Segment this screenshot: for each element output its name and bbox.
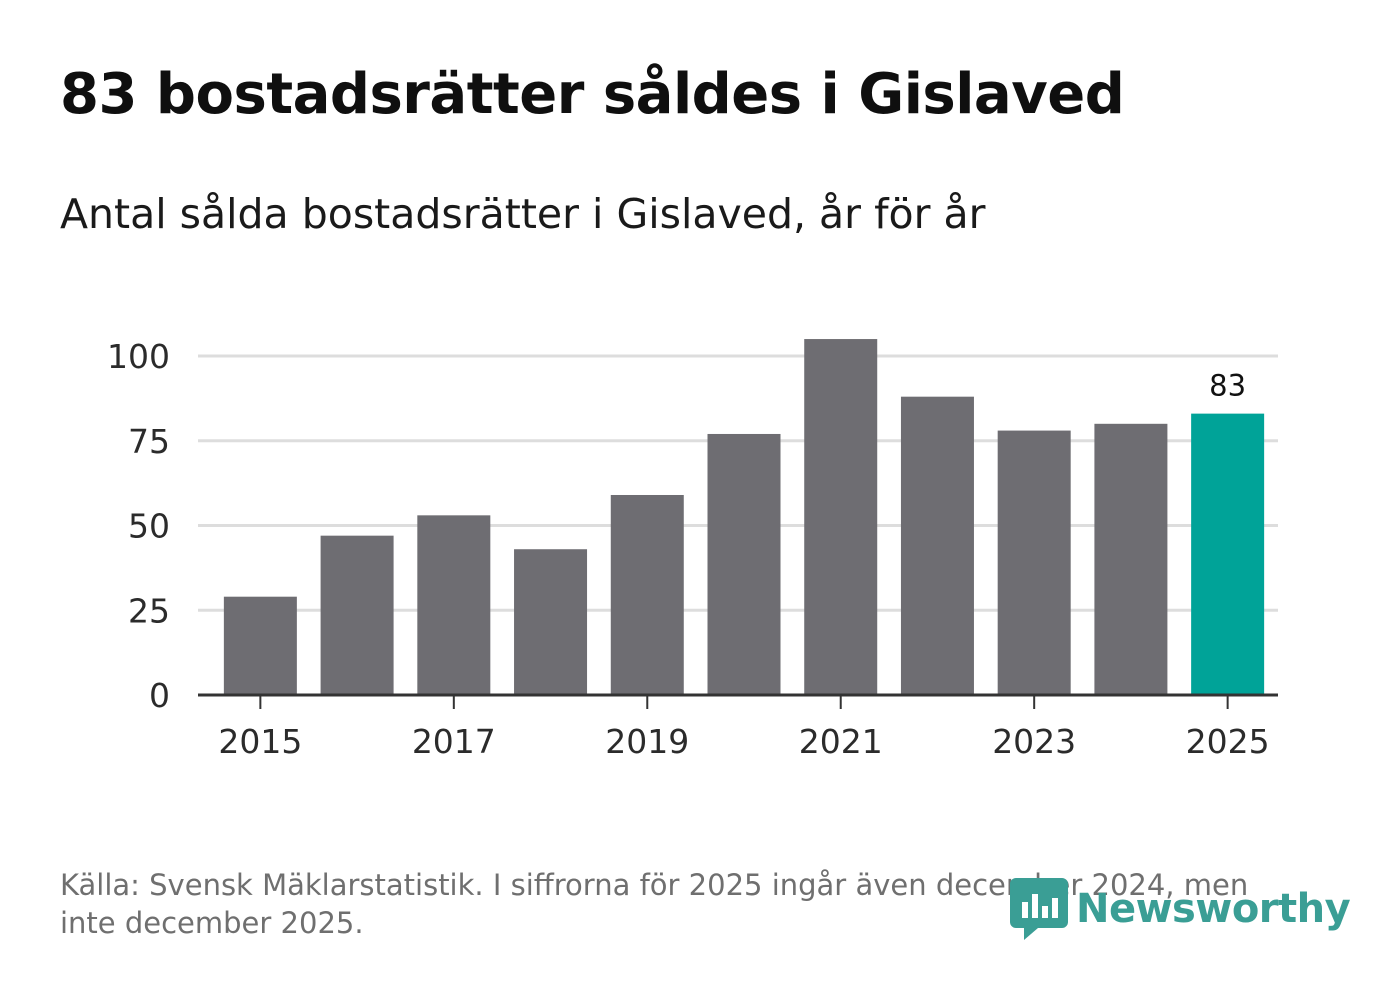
- y-tick-label-25: 25: [128, 591, 170, 630]
- y-tick-label-0: 0: [149, 676, 170, 715]
- bars: [223, 339, 1265, 695]
- logo-text: Newsworthy: [1076, 886, 1351, 932]
- y-tick-label-100: 100: [107, 337, 170, 376]
- newsworthy-logo-icon: [1010, 878, 1068, 940]
- newsworthy-logo: Newsworthy: [1010, 878, 1351, 940]
- x-tick-label-2025: 2025: [1186, 722, 1270, 761]
- bar-2022: [900, 396, 974, 695]
- x-tick-label-2017: 2017: [412, 722, 496, 761]
- y-tick-label-50: 50: [128, 507, 170, 546]
- data-labels: 83: [1209, 369, 1246, 403]
- bar-chart: 83 0 25 50 75 100 2015 2017 2019 2021 2023 2025: [107, 337, 1278, 761]
- x-tick-label-2021: 2021: [799, 722, 883, 761]
- chart-subtitle: Antal sålda bostadsrätter i Gislaved, år…: [60, 190, 986, 238]
- bar-2017: [417, 515, 491, 695]
- bar-2018: [514, 549, 588, 695]
- bar-2023: [997, 430, 1071, 695]
- data-label-2025: 83: [1209, 369, 1246, 403]
- bar-2020: [707, 433, 781, 695]
- chart-title: 83 bostadsrätter såldes i Gislaved: [60, 62, 1125, 127]
- bar-2024: [1094, 423, 1168, 695]
- bar-2016: [320, 535, 394, 695]
- bar-2015: [223, 596, 297, 695]
- x-tick-label-2015: 2015: [218, 722, 302, 761]
- bar-2021: [804, 339, 878, 695]
- axes: 0 25 50 75 100 2015 2017 2019 2021 2023 2025: [107, 337, 1278, 761]
- x-tick-label-2023: 2023: [992, 722, 1076, 761]
- x-tick-label-2019: 2019: [605, 722, 689, 761]
- y-tick-label-75: 75: [128, 422, 170, 461]
- bar-2019: [610, 494, 684, 695]
- bar-2025: [1191, 413, 1265, 695]
